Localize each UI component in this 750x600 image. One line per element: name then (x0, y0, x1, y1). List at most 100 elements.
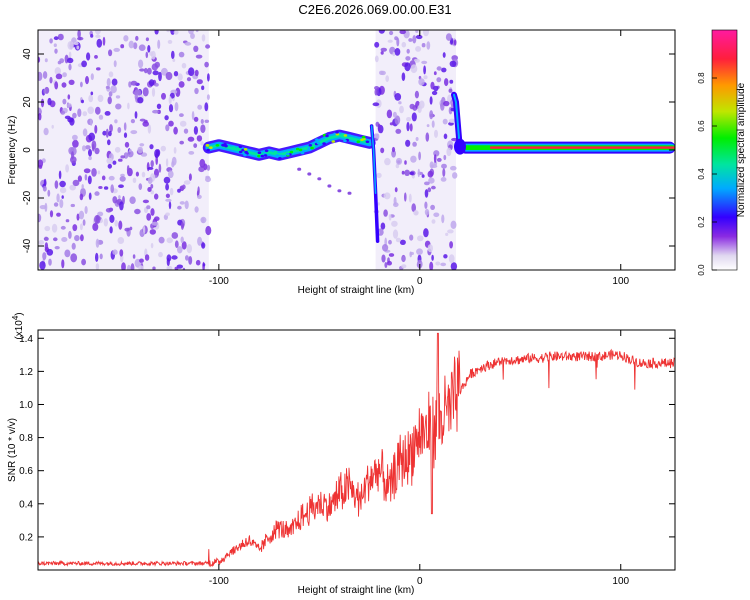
spectrogram-y-tick-label: -40 (22, 238, 33, 253)
noise-blob (47, 189, 51, 197)
noise-blob (144, 254, 150, 261)
noise-blob (120, 44, 125, 49)
noise-blob (88, 149, 92, 157)
ridge-point (301, 149, 306, 153)
noise-blob (428, 177, 435, 184)
noise-blob (81, 258, 86, 266)
ridge-point (310, 146, 314, 150)
noise-blob (70, 203, 76, 208)
noise-blob (377, 202, 380, 206)
noise-blob (124, 227, 130, 232)
noise-blob (433, 85, 439, 92)
noise-blob (94, 191, 100, 196)
noise-blob (114, 119, 118, 124)
snr-plot-frame (37, 329, 676, 571)
noise-blob (372, 102, 380, 107)
noise-blob (191, 111, 195, 120)
noise-blob (386, 260, 392, 266)
noise-blob (113, 47, 120, 52)
noise-blob (95, 252, 99, 262)
noise-blob (418, 151, 421, 161)
noise-blob (118, 195, 121, 200)
noise-blob (445, 232, 449, 236)
ridge-point (356, 140, 361, 143)
noise-blob (448, 118, 456, 124)
noise-blob (109, 226, 113, 234)
noise-blob (95, 34, 101, 38)
noise-blob (102, 36, 106, 46)
noise-blob (200, 141, 204, 146)
spectrogram-x-tick-label: 100 (612, 276, 629, 287)
noise-blob (423, 75, 428, 80)
noise-blob (154, 193, 159, 200)
noise-blob (119, 176, 126, 182)
noise-blob (431, 90, 438, 96)
noise-blob (106, 157, 113, 165)
noise-blob (394, 115, 401, 125)
ridge-point (243, 148, 248, 151)
ridge-point (315, 138, 319, 141)
noise-blob (445, 33, 452, 41)
ridge-point (273, 150, 278, 154)
noise-blob (72, 112, 77, 119)
noise-blob (197, 186, 200, 195)
noise-blob (415, 137, 419, 141)
noise-blob (423, 228, 429, 238)
noise-blob (108, 71, 114, 78)
noise-blob (40, 98, 45, 108)
noise-blob (410, 155, 417, 163)
noise-blob (170, 30, 176, 35)
noise-blob (388, 239, 392, 245)
noise-blob (179, 120, 187, 127)
noise-blob (84, 206, 88, 214)
noise-blob (179, 113, 184, 117)
noise-blob (61, 195, 64, 199)
noise-blob (180, 221, 184, 230)
noise-blob (94, 147, 100, 155)
noise-blob (404, 160, 407, 165)
noise-blob (424, 208, 430, 216)
noise-blob (406, 121, 410, 132)
noise-blob (42, 185, 47, 192)
noise-blob (128, 40, 134, 49)
colorbar-tick-label: 0.6 (697, 120, 706, 132)
noise-blob (101, 175, 106, 181)
noise-blob (177, 188, 181, 193)
noise-blob (108, 130, 112, 137)
noise-blob (77, 175, 82, 182)
ridge-point (264, 149, 269, 153)
noise-blob (409, 123, 413, 132)
noise-blob (429, 161, 434, 169)
noise-blob (391, 149, 396, 158)
noise-blob (82, 128, 88, 137)
noise-blob (94, 124, 98, 134)
noise-blob (446, 147, 452, 157)
noise-blob (158, 163, 162, 173)
noise-blob (181, 62, 187, 69)
noise-blob (165, 212, 170, 216)
noise-blob (436, 66, 442, 71)
noise-blob (411, 112, 417, 122)
noise-blob (94, 30, 101, 35)
noise-blob (95, 215, 99, 224)
noise-blob (190, 33, 195, 39)
noise-blob (177, 246, 183, 254)
colorbar-tick-label: 0.4 (697, 168, 706, 180)
noise-blob (165, 183, 170, 191)
noise-blob (442, 52, 446, 58)
noise-blob (408, 38, 413, 42)
ridge-point (215, 144, 220, 147)
noise-blob (443, 154, 447, 161)
ridge-point (335, 132, 340, 136)
noise-blob (449, 241, 453, 249)
ridge-point (279, 154, 283, 158)
noise-blob (379, 70, 384, 76)
ridge-point (209, 146, 213, 149)
noise-blob (193, 125, 198, 135)
noise-blob (421, 60, 428, 65)
noise-blob (393, 202, 399, 208)
noise-blob (409, 171, 414, 175)
noise-blob (62, 72, 67, 78)
noise-blob (421, 43, 426, 48)
